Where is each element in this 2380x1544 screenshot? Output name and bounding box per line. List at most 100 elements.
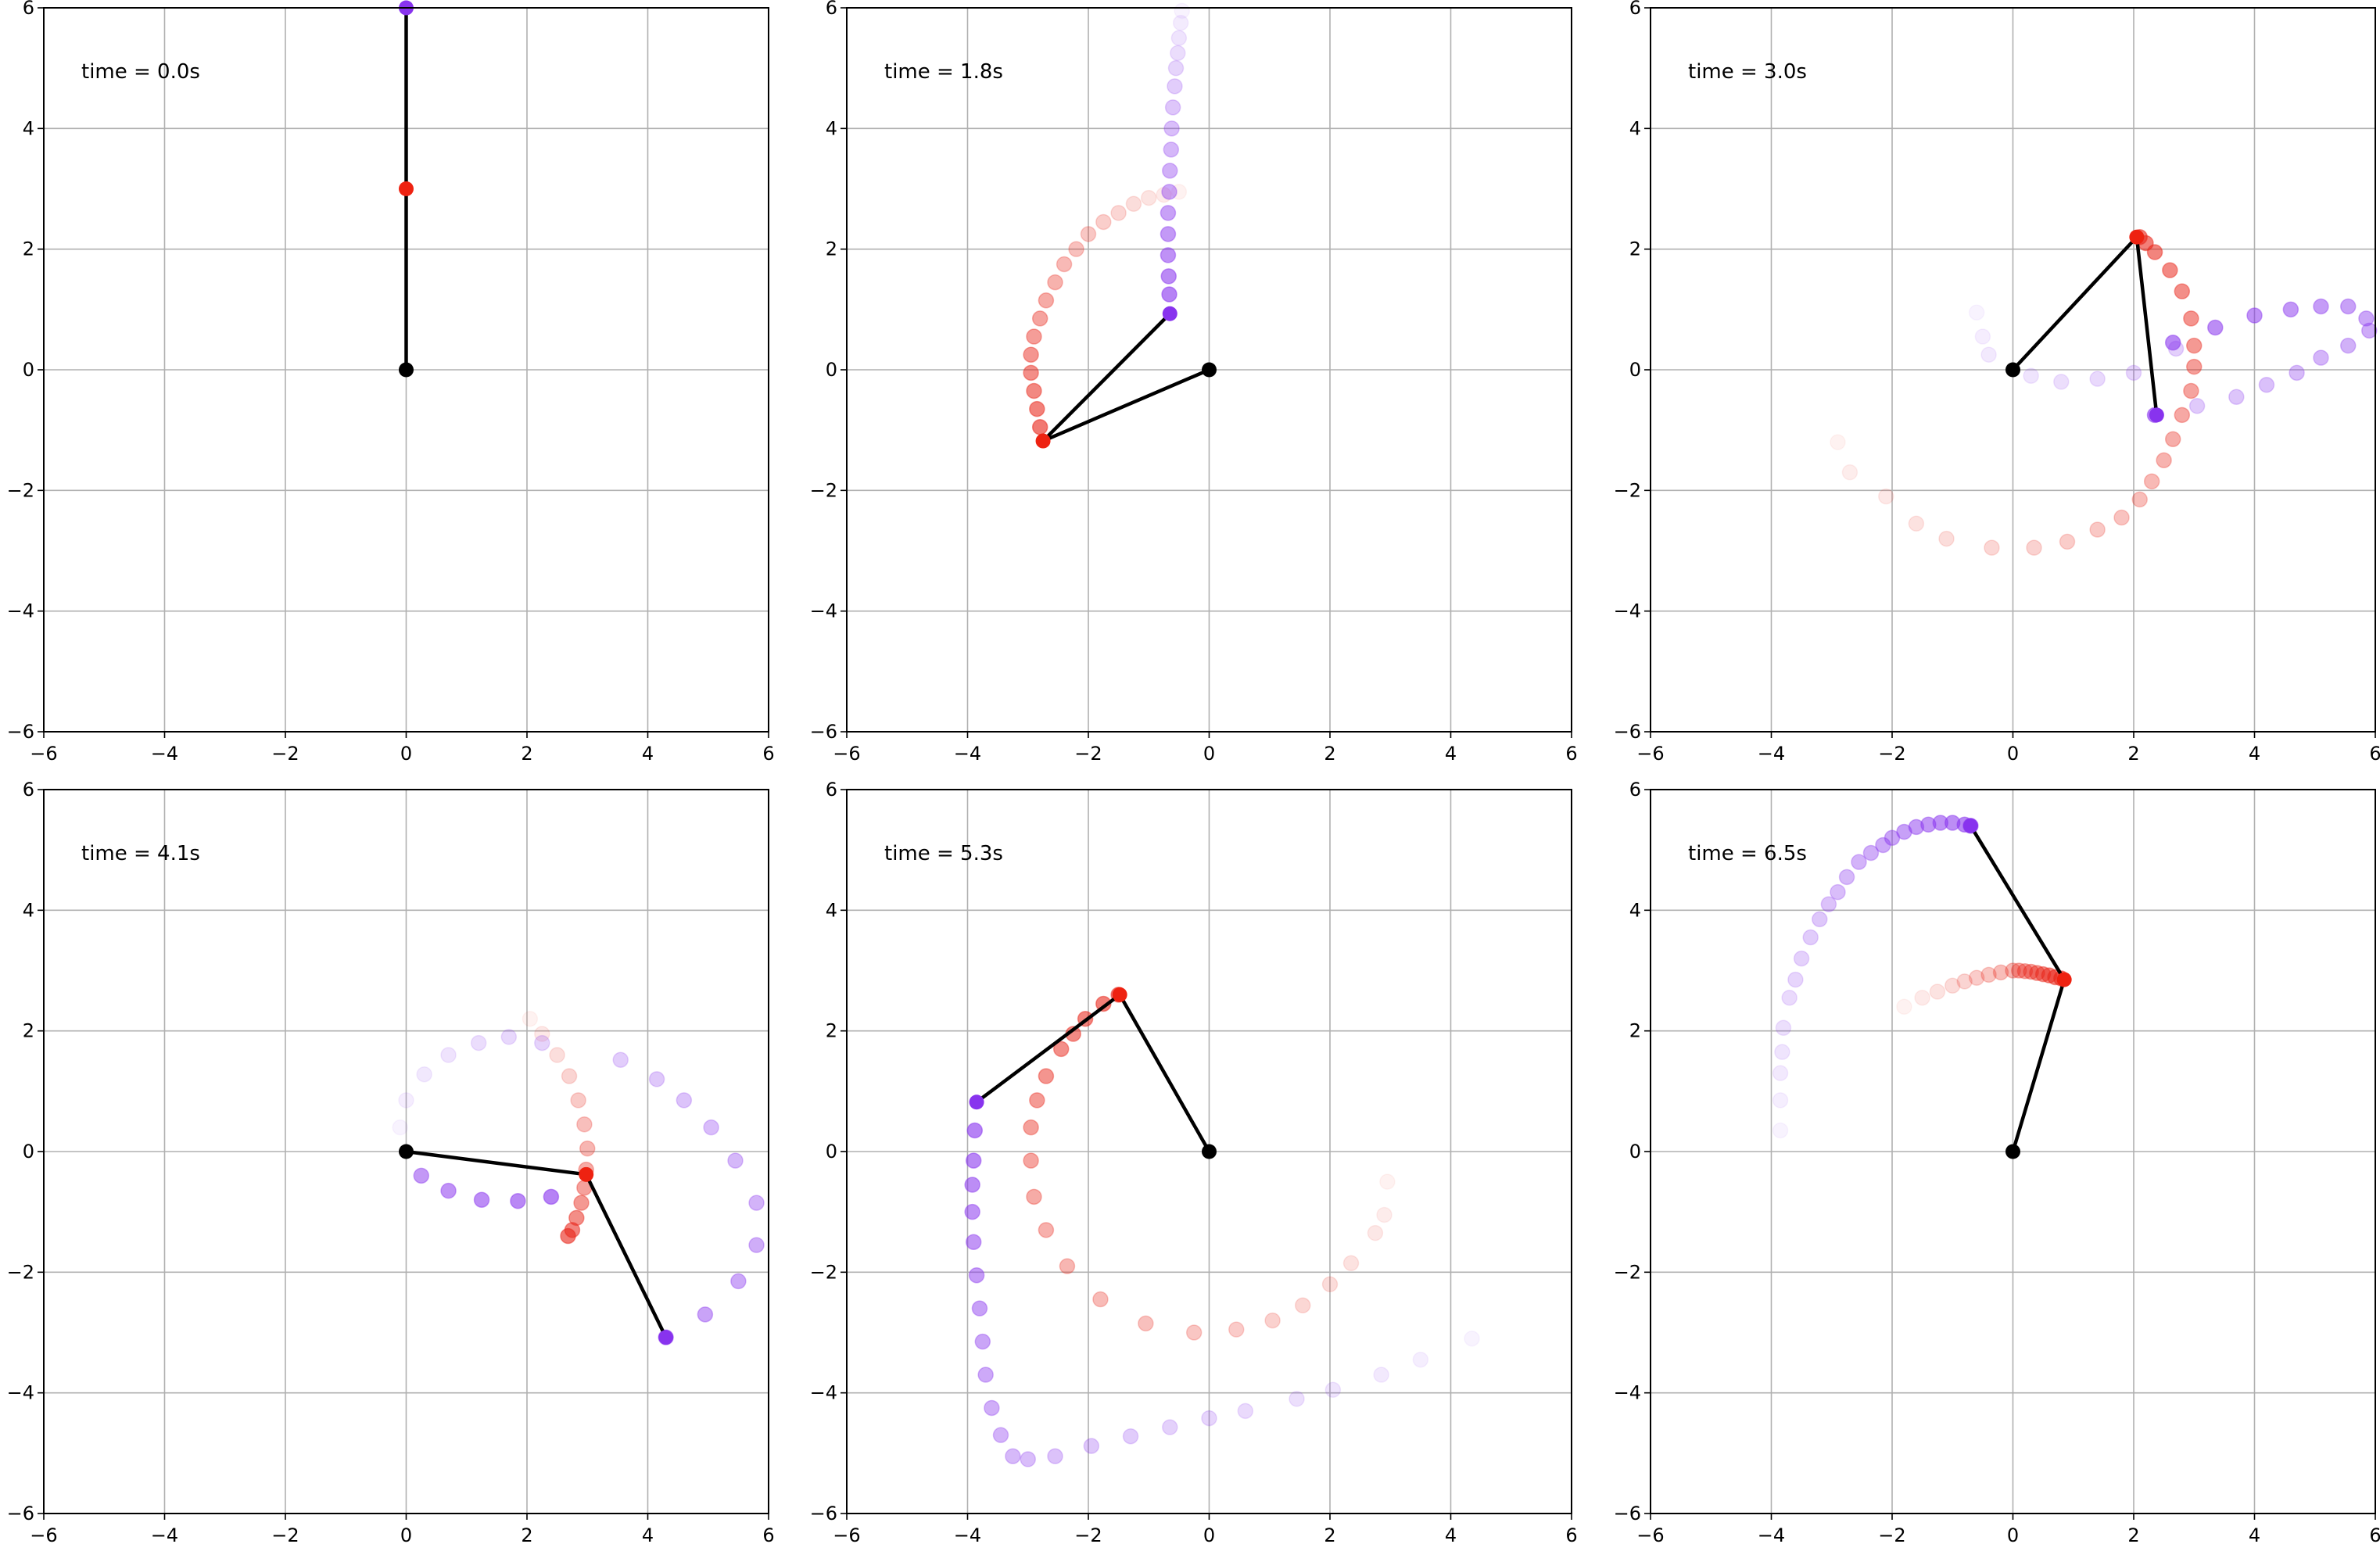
purple-trail-point — [1812, 911, 1828, 928]
red-trail-point — [1026, 328, 1042, 345]
purple-trail-point — [1838, 869, 1855, 886]
purple-trail-point — [1161, 184, 1177, 200]
red-trail-point — [1059, 1258, 1076, 1274]
red-trail-point — [1029, 400, 1045, 417]
pivot-point — [1202, 362, 1217, 378]
purple-trail-point — [703, 1119, 719, 1136]
purple-trail-point — [440, 1047, 457, 1063]
x-tick-label: 0 — [1203, 1524, 1215, 1544]
purple-trail-point — [2258, 377, 2275, 393]
x-tick-label: −4 — [954, 743, 981, 765]
x-tick-label: 0 — [2007, 1524, 2019, 1544]
x-tick-label: 2 — [2127, 743, 2139, 765]
axes-frame — [43, 7, 769, 733]
red-trail-point — [1956, 973, 1973, 990]
x-tick-label: 4 — [2249, 743, 2260, 765]
y-tick-label: 0 — [826, 359, 837, 381]
axes-frame — [846, 7, 1572, 733]
x-tick-label: 4 — [1445, 743, 1457, 765]
red-trail-point — [1138, 1315, 1154, 1332]
x-tick-label: −2 — [1878, 743, 1905, 765]
pivot-point — [2005, 1144, 2020, 1159]
pivot-point — [399, 362, 414, 378]
purple-trail-point — [500, 1029, 518, 1045]
x-tick-label: −4 — [954, 1524, 981, 1544]
x-tick-label: −4 — [1758, 743, 1785, 765]
pivot-point — [2005, 362, 2020, 378]
purple-trail-point — [473, 1191, 490, 1208]
red-trail-point — [1110, 205, 1127, 221]
pendulum-arm-1 — [2011, 235, 2139, 372]
purple-trail-point — [2358, 310, 2375, 327]
red-trail-point — [2005, 962, 2021, 979]
purple-trail-point — [2361, 322, 2378, 339]
purple-trail-point — [748, 1195, 765, 1211]
x-tick-label: 2 — [1324, 743, 1335, 765]
bob-2-point — [1162, 306, 1177, 321]
red-trail-point — [573, 1195, 590, 1211]
red-trail-point — [1038, 1222, 1055, 1238]
red-trail-point — [1029, 1092, 1045, 1109]
red-trail-point — [1125, 195, 1142, 213]
y-tick-label: −2 — [7, 479, 34, 501]
purple-trail-point — [1793, 950, 1810, 967]
purple-trail-point — [1160, 226, 1177, 242]
purple-trail-point — [1163, 142, 1180, 158]
purple-trail-point — [1968, 304, 1985, 321]
purple-trail-point — [2053, 374, 2070, 390]
pendulum-arm-1 — [404, 1149, 588, 1177]
red-trail-point — [522, 1010, 539, 1027]
purple-trail-point — [977, 1367, 994, 1383]
panel-top-left: −6 −4 −2 0 2 4 6 −6 −4 −2 0 2 4 6 time = 0.0s — [7, 0, 775, 765]
purple-trail-point — [398, 1092, 414, 1109]
red-trail-point — [1052, 1041, 1070, 1058]
y-tick-label: −4 — [1614, 600, 1641, 622]
x-tick-label: 0 — [1203, 743, 1215, 765]
purple-trail-point — [1162, 163, 1178, 179]
red-trail-point — [1929, 983, 1946, 1000]
time-label: time = 1.8s — [884, 60, 1003, 84]
red-trail-point — [561, 1068, 578, 1084]
red-trail-point — [1056, 256, 1073, 273]
purple-trail-point — [1167, 59, 1185, 77]
red-trail-point — [1092, 1291, 1109, 1308]
purple-trail-point — [971, 1300, 988, 1317]
pendulum-arm-1 — [1117, 993, 1211, 1154]
x-tick-label: 6 — [2369, 1524, 2380, 1544]
y-tick-label: 6 — [1629, 779, 1641, 801]
pendulum-arm-2 — [2134, 235, 2159, 417]
purple-trail-point — [2339, 337, 2357, 354]
y-tick-label: 6 — [826, 779, 837, 801]
y-tick-label: −6 — [1614, 721, 1641, 743]
purple-trail-point — [2125, 364, 2142, 382]
purple-trail-point — [1289, 1391, 1305, 1407]
red-trail-point — [1841, 464, 1858, 481]
purple-trail-point — [543, 1188, 560, 1205]
purple-trail-point — [1172, 15, 1189, 31]
red-trail-point — [1945, 977, 1961, 994]
purple-trail-point — [2246, 307, 2263, 324]
red-trail-point — [570, 1092, 586, 1109]
red-trail-point — [2156, 452, 2172, 468]
red-trail-point — [1031, 310, 1048, 327]
red-trail-point — [1878, 488, 1894, 505]
red-trail-point — [1992, 964, 2009, 981]
y-tick-label: 6 — [1629, 0, 1641, 19]
purple-trail-point — [1373, 1367, 1389, 1383]
red-trail-point — [2164, 431, 2181, 447]
purple-trail-point — [2188, 398, 2206, 414]
purple-trail-point — [1802, 929, 1819, 946]
y-tick-label: −6 — [7, 1503, 34, 1524]
purple-trail-point — [1772, 1065, 1789, 1081]
red-trail-point — [2186, 358, 2203, 375]
red-trail-point — [1264, 1312, 1281, 1329]
purple-trail-point — [1772, 1122, 1789, 1139]
x-tick-label: 6 — [1565, 1524, 1577, 1544]
bob-1-point — [2056, 972, 2072, 987]
y-tick-label: 0 — [1629, 1141, 1641, 1162]
x-tick-label: −2 — [1074, 1524, 1102, 1544]
purple-trail-point — [1122, 1428, 1139, 1445]
purple-trail-point — [992, 1427, 1009, 1443]
purple-trail-point — [1047, 1448, 1063, 1464]
